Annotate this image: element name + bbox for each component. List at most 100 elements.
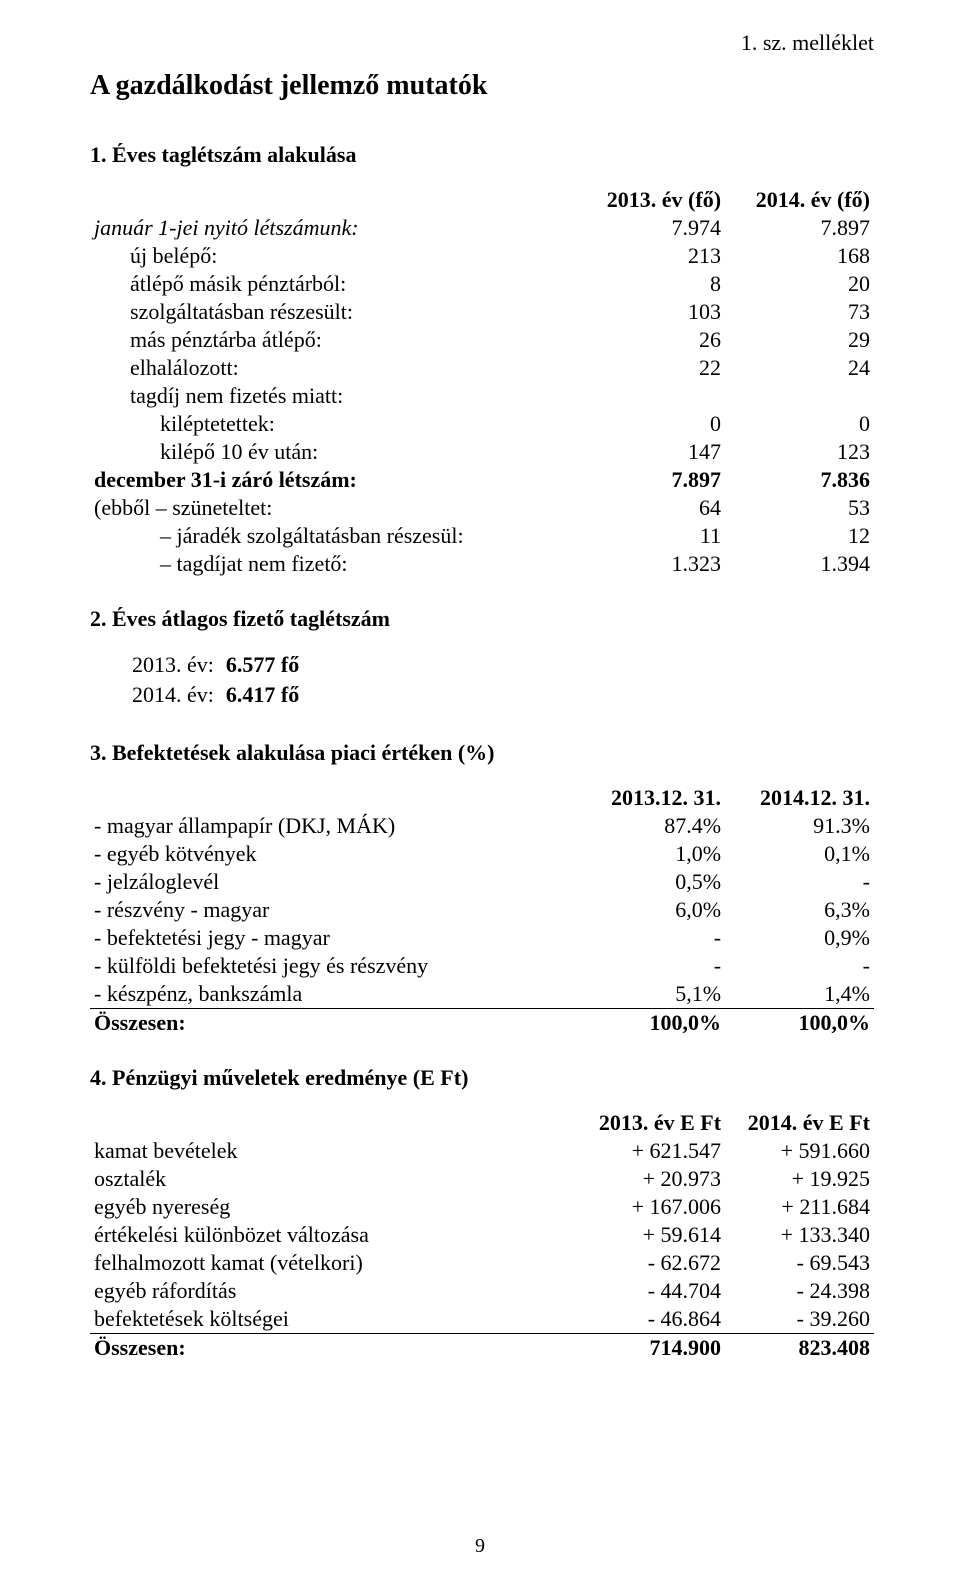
row-value-b: + 211.684 (725, 1193, 874, 1221)
row-label: kilépő 10 év után: (90, 438, 576, 466)
row-label: egyéb nyereség (90, 1193, 576, 1221)
row-value-a: 213 (576, 242, 725, 270)
section4-heading: 4. Pénzügyi műveletek eredménye (E Ft) (90, 1065, 874, 1091)
section3-col-a: 2013.12. 31. (576, 784, 725, 812)
row-value-b: 7.897 (725, 214, 874, 242)
row-value-b: 24 (725, 354, 874, 382)
row-label: - készpénz, bankszámla (90, 980, 576, 1009)
row-value-a: 0,5% (576, 868, 725, 896)
row-label: – járadék szolgáltatásban részesül: (90, 522, 576, 550)
row-value-a: 0 (576, 410, 725, 438)
row-value-b: 20 (725, 270, 874, 298)
total-label: Összesen: (90, 1334, 576, 1363)
table-row: kilépő 10 év után:147123 (90, 438, 874, 466)
section4-col-a: 2013. év E Ft (576, 1109, 725, 1137)
table-row: - magyar állampapír (DKJ, MÁK)87.4%91.3% (90, 812, 874, 840)
row-value-a: - 44.704 (576, 1277, 725, 1305)
table-total-row: Összesen:100,0%100,0% (90, 1009, 874, 1038)
row-value-b: + 19.925 (725, 1165, 874, 1193)
row-value-a: 6,0% (576, 896, 725, 924)
table-row: 2013. év:6.577 fő (132, 652, 309, 680)
row-value-b: 0,9% (725, 924, 874, 952)
row-value-a: 87.4% (576, 812, 725, 840)
row-value-a: - (576, 924, 725, 952)
row-value-b: - (725, 868, 874, 896)
row-value-a: 7.897 (576, 466, 725, 494)
row-label: - részvény - magyar (90, 896, 576, 924)
row-label: egyéb ráfordítás (90, 1277, 576, 1305)
row-value-b: 0 (725, 410, 874, 438)
table-row: szolgáltatásban részesült:10373 (90, 298, 874, 326)
total-label: Összesen: (90, 1009, 576, 1038)
table-row: 2014. év:6.417 fő (132, 682, 309, 710)
page-number: 9 (0, 1535, 960, 1558)
table-row: egyéb nyereség+ 167.006+ 211.684 (90, 1193, 874, 1221)
section1-table: 2013. év (fő)2014. év (fő)január 1-jei n… (90, 186, 874, 578)
section3-table: 2013.12. 31.2014.12. 31.- magyar állampa… (90, 784, 874, 1037)
table-row: felhalmozott kamat (vételkori)- 62.672- … (90, 1249, 874, 1277)
section1-col-a: 2013. év (fő) (576, 186, 725, 214)
row-label: átlépő másik pénztárból: (90, 270, 576, 298)
table-row: december 31-i záró létszám:7.8977.836 (90, 466, 874, 494)
row-value-b: 1,4% (725, 980, 874, 1009)
row-value-a: 64 (576, 494, 725, 522)
row-value-b: 1.394 (725, 550, 874, 578)
row-label: - külföldi befektetési jegy és részvény (90, 952, 576, 980)
row-value-a: 26 (576, 326, 725, 354)
total-value-b: 823.408 (725, 1334, 874, 1363)
table-row: egyéb ráfordítás- 44.704- 24.398 (90, 1277, 874, 1305)
row-label: más pénztárba átlépő: (90, 326, 576, 354)
row-label: kamat bevételek (90, 1137, 576, 1165)
row-label: - egyéb kötvények (90, 840, 576, 868)
row-value-b: - 69.543 (725, 1249, 874, 1277)
table-row: - jelzáloglevél0,5%- (90, 868, 874, 896)
section4-table: 2013. év E Ft2014. év E Ftkamat bevétele… (90, 1109, 874, 1362)
section2-heading: 2. Éves átlagos fizető taglétszám (90, 606, 874, 632)
row-value-a: - 62.672 (576, 1249, 725, 1277)
row-value-a: 103 (576, 298, 725, 326)
row-value-b: + 591.660 (725, 1137, 874, 1165)
table-total-row: Összesen:714.900823.408 (90, 1334, 874, 1363)
row-label: szolgáltatásban részesült: (90, 298, 576, 326)
row-label: új belépő: (90, 242, 576, 270)
row-value-a: + 20.973 (576, 1165, 725, 1193)
row-value-b: 12 (725, 522, 874, 550)
table-row: más pénztárba átlépő:2629 (90, 326, 874, 354)
row-label: értékelési különbözet változása (90, 1221, 576, 1249)
row-value-b: 7.836 (725, 466, 874, 494)
section2-table: 2013. év:6.577 fő2014. év:6.417 fő (130, 650, 311, 712)
row-value-a: 1.323 (576, 550, 725, 578)
row-value-b: 0,1% (725, 840, 874, 868)
table-row: új belépő:213168 (90, 242, 874, 270)
row-value-b: 168 (725, 242, 874, 270)
row-value-b: 73 (725, 298, 874, 326)
table-row: (ebből – szüneteltet:6453 (90, 494, 874, 522)
row-value-a: - (576, 952, 725, 980)
total-value-b: 100,0% (725, 1009, 874, 1038)
table-row: - egyéb kötvények1,0%0,1% (90, 840, 874, 868)
table-row: - részvény - magyar6,0%6,3% (90, 896, 874, 924)
table-row: kamat bevételek+ 621.547+ 591.660 (90, 1137, 874, 1165)
row-value: 6.577 fő (226, 652, 309, 680)
row-label: felhalmozott kamat (vételkori) (90, 1249, 576, 1277)
row-value-b: 29 (725, 326, 874, 354)
row-label: befektetések költségei (90, 1305, 576, 1334)
row-value-b (725, 382, 874, 410)
row-label: tagdíj nem fizetés miatt: (90, 382, 576, 410)
row-value-a: 1,0% (576, 840, 725, 868)
section1-heading: 1. Éves taglétszám alakulása (90, 142, 874, 168)
section3-col-b: 2014.12. 31. (725, 784, 874, 812)
row-label: január 1-jei nyitó létszámunk: (90, 214, 576, 242)
row-value-a: + 621.547 (576, 1137, 725, 1165)
table-row: - készpénz, bankszámla5,1%1,4% (90, 980, 874, 1009)
section4-col-b: 2014. év E Ft (725, 1109, 874, 1137)
section3-heading: 3. Befektetések alakulása piaci értéken … (90, 740, 874, 766)
table-row: január 1-jei nyitó létszámunk:7.9747.897 (90, 214, 874, 242)
row-label: - magyar állampapír (DKJ, MÁK) (90, 812, 576, 840)
row-label: (ebből – szüneteltet: (90, 494, 576, 522)
row-label: kiléptetettek: (90, 410, 576, 438)
row-value-b: - 24.398 (725, 1277, 874, 1305)
row-label: 2014. év: (132, 682, 224, 710)
table-row: kiléptetettek:00 (90, 410, 874, 438)
row-label: - jelzáloglevél (90, 868, 576, 896)
